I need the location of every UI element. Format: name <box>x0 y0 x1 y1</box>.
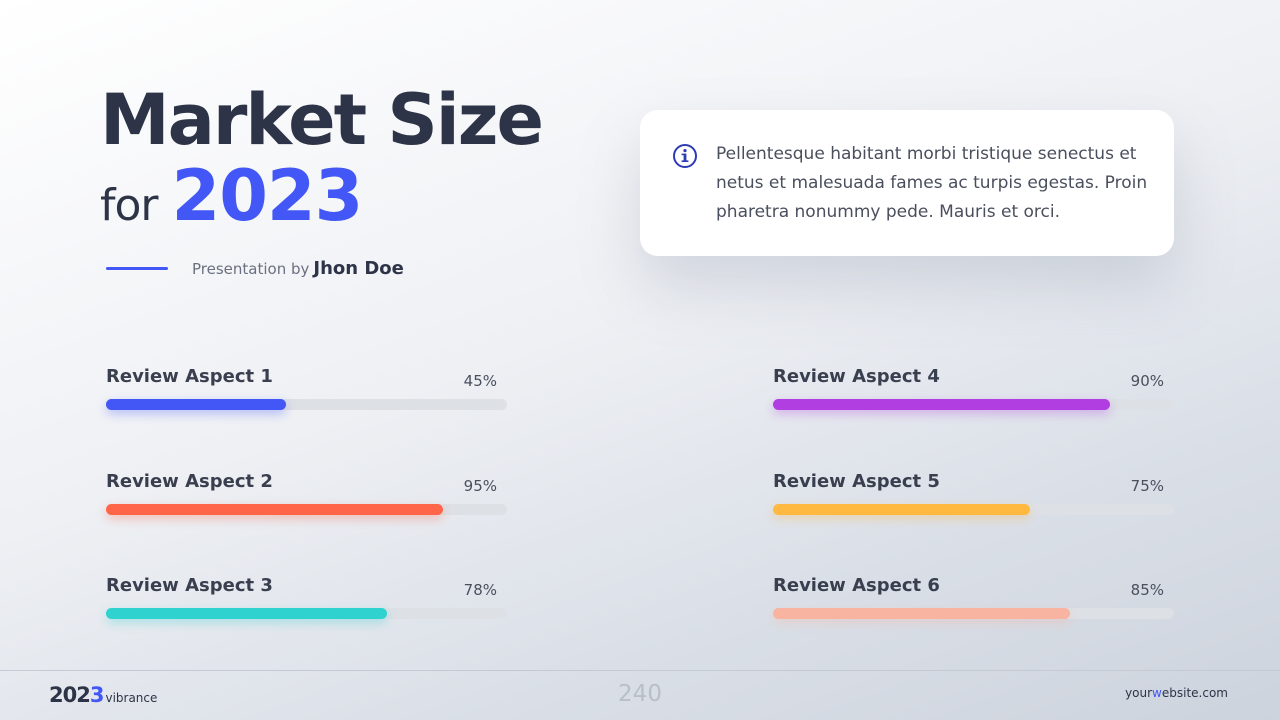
info-card: Pellentesque habitant morbi tristique se… <box>640 110 1174 256</box>
aspect-item: Review Aspect 2 95% <box>106 471 507 521</box>
aspect-label: Review Aspect 2 <box>106 471 273 492</box>
progress-track <box>773 399 1174 410</box>
progress-track <box>106 399 507 410</box>
progress-fill <box>773 608 1070 619</box>
aspect-label: Review Aspect 6 <box>773 575 940 596</box>
aspect-label: Review Aspect 3 <box>106 575 273 596</box>
progress-track <box>106 504 507 515</box>
aspect-percent: 45% <box>463 372 497 390</box>
progress-fill <box>773 504 1030 515</box>
progress-track <box>106 608 507 619</box>
title-accent-line <box>106 267 168 270</box>
page-number: 240 <box>618 681 662 707</box>
progress-fill <box>773 399 1110 410</box>
aspect-item: Review Aspect 5 75% <box>773 471 1174 521</box>
aspect-percent: 75% <box>1130 477 1164 495</box>
title-year: 2023 <box>171 155 364 237</box>
website-text-accent: w <box>1152 686 1162 700</box>
brand-name: vibrance <box>105 691 158 705</box>
byline-label: Presentation by <box>192 260 310 278</box>
website-text-part2: ebsite.com <box>1161 686 1228 700</box>
title-subline: for 2023 <box>100 154 364 257</box>
progress-fill <box>106 504 443 515</box>
aspect-label: Review Aspect 1 <box>106 366 273 387</box>
info-text: Pellentesque habitant morbi tristique se… <box>716 144 1148 222</box>
progress-fill <box>106 608 387 619</box>
progress-track <box>773 608 1174 619</box>
brand-year: 202 <box>49 683 91 707</box>
brand-logo: 2023 vibrance <box>49 683 157 707</box>
aspect-item: Review Aspect 4 90% <box>773 366 1174 416</box>
info-circle-icon <box>673 144 697 168</box>
aspect-item: Review Aspect 1 45% <box>106 366 507 416</box>
title-prefix: for <box>100 180 158 231</box>
aspect-label: Review Aspect 5 <box>773 471 940 492</box>
website-text-part1: your <box>1125 686 1153 700</box>
aspect-percent: 85% <box>1130 581 1164 599</box>
byline-author: Jhon Doe <box>313 258 404 279</box>
aspect-item: Review Aspect 3 78% <box>106 575 507 625</box>
aspect-label: Review Aspect 4 <box>773 366 940 387</box>
website-link[interactable]: yourwebsite.com <box>1125 686 1228 700</box>
progress-fill <box>106 399 287 410</box>
aspect-percent: 78% <box>463 581 497 599</box>
brand-year-accent: 3 <box>89 683 105 707</box>
aspect-percent: 90% <box>1130 372 1164 390</box>
title-main: Market Size <box>100 79 544 161</box>
byline: Presentation by Jhon Doe <box>192 258 404 279</box>
footer-divider <box>0 670 1280 671</box>
aspect-item: Review Aspect 6 85% <box>773 575 1174 625</box>
progress-track <box>773 504 1174 515</box>
aspect-percent: 95% <box>463 477 497 495</box>
